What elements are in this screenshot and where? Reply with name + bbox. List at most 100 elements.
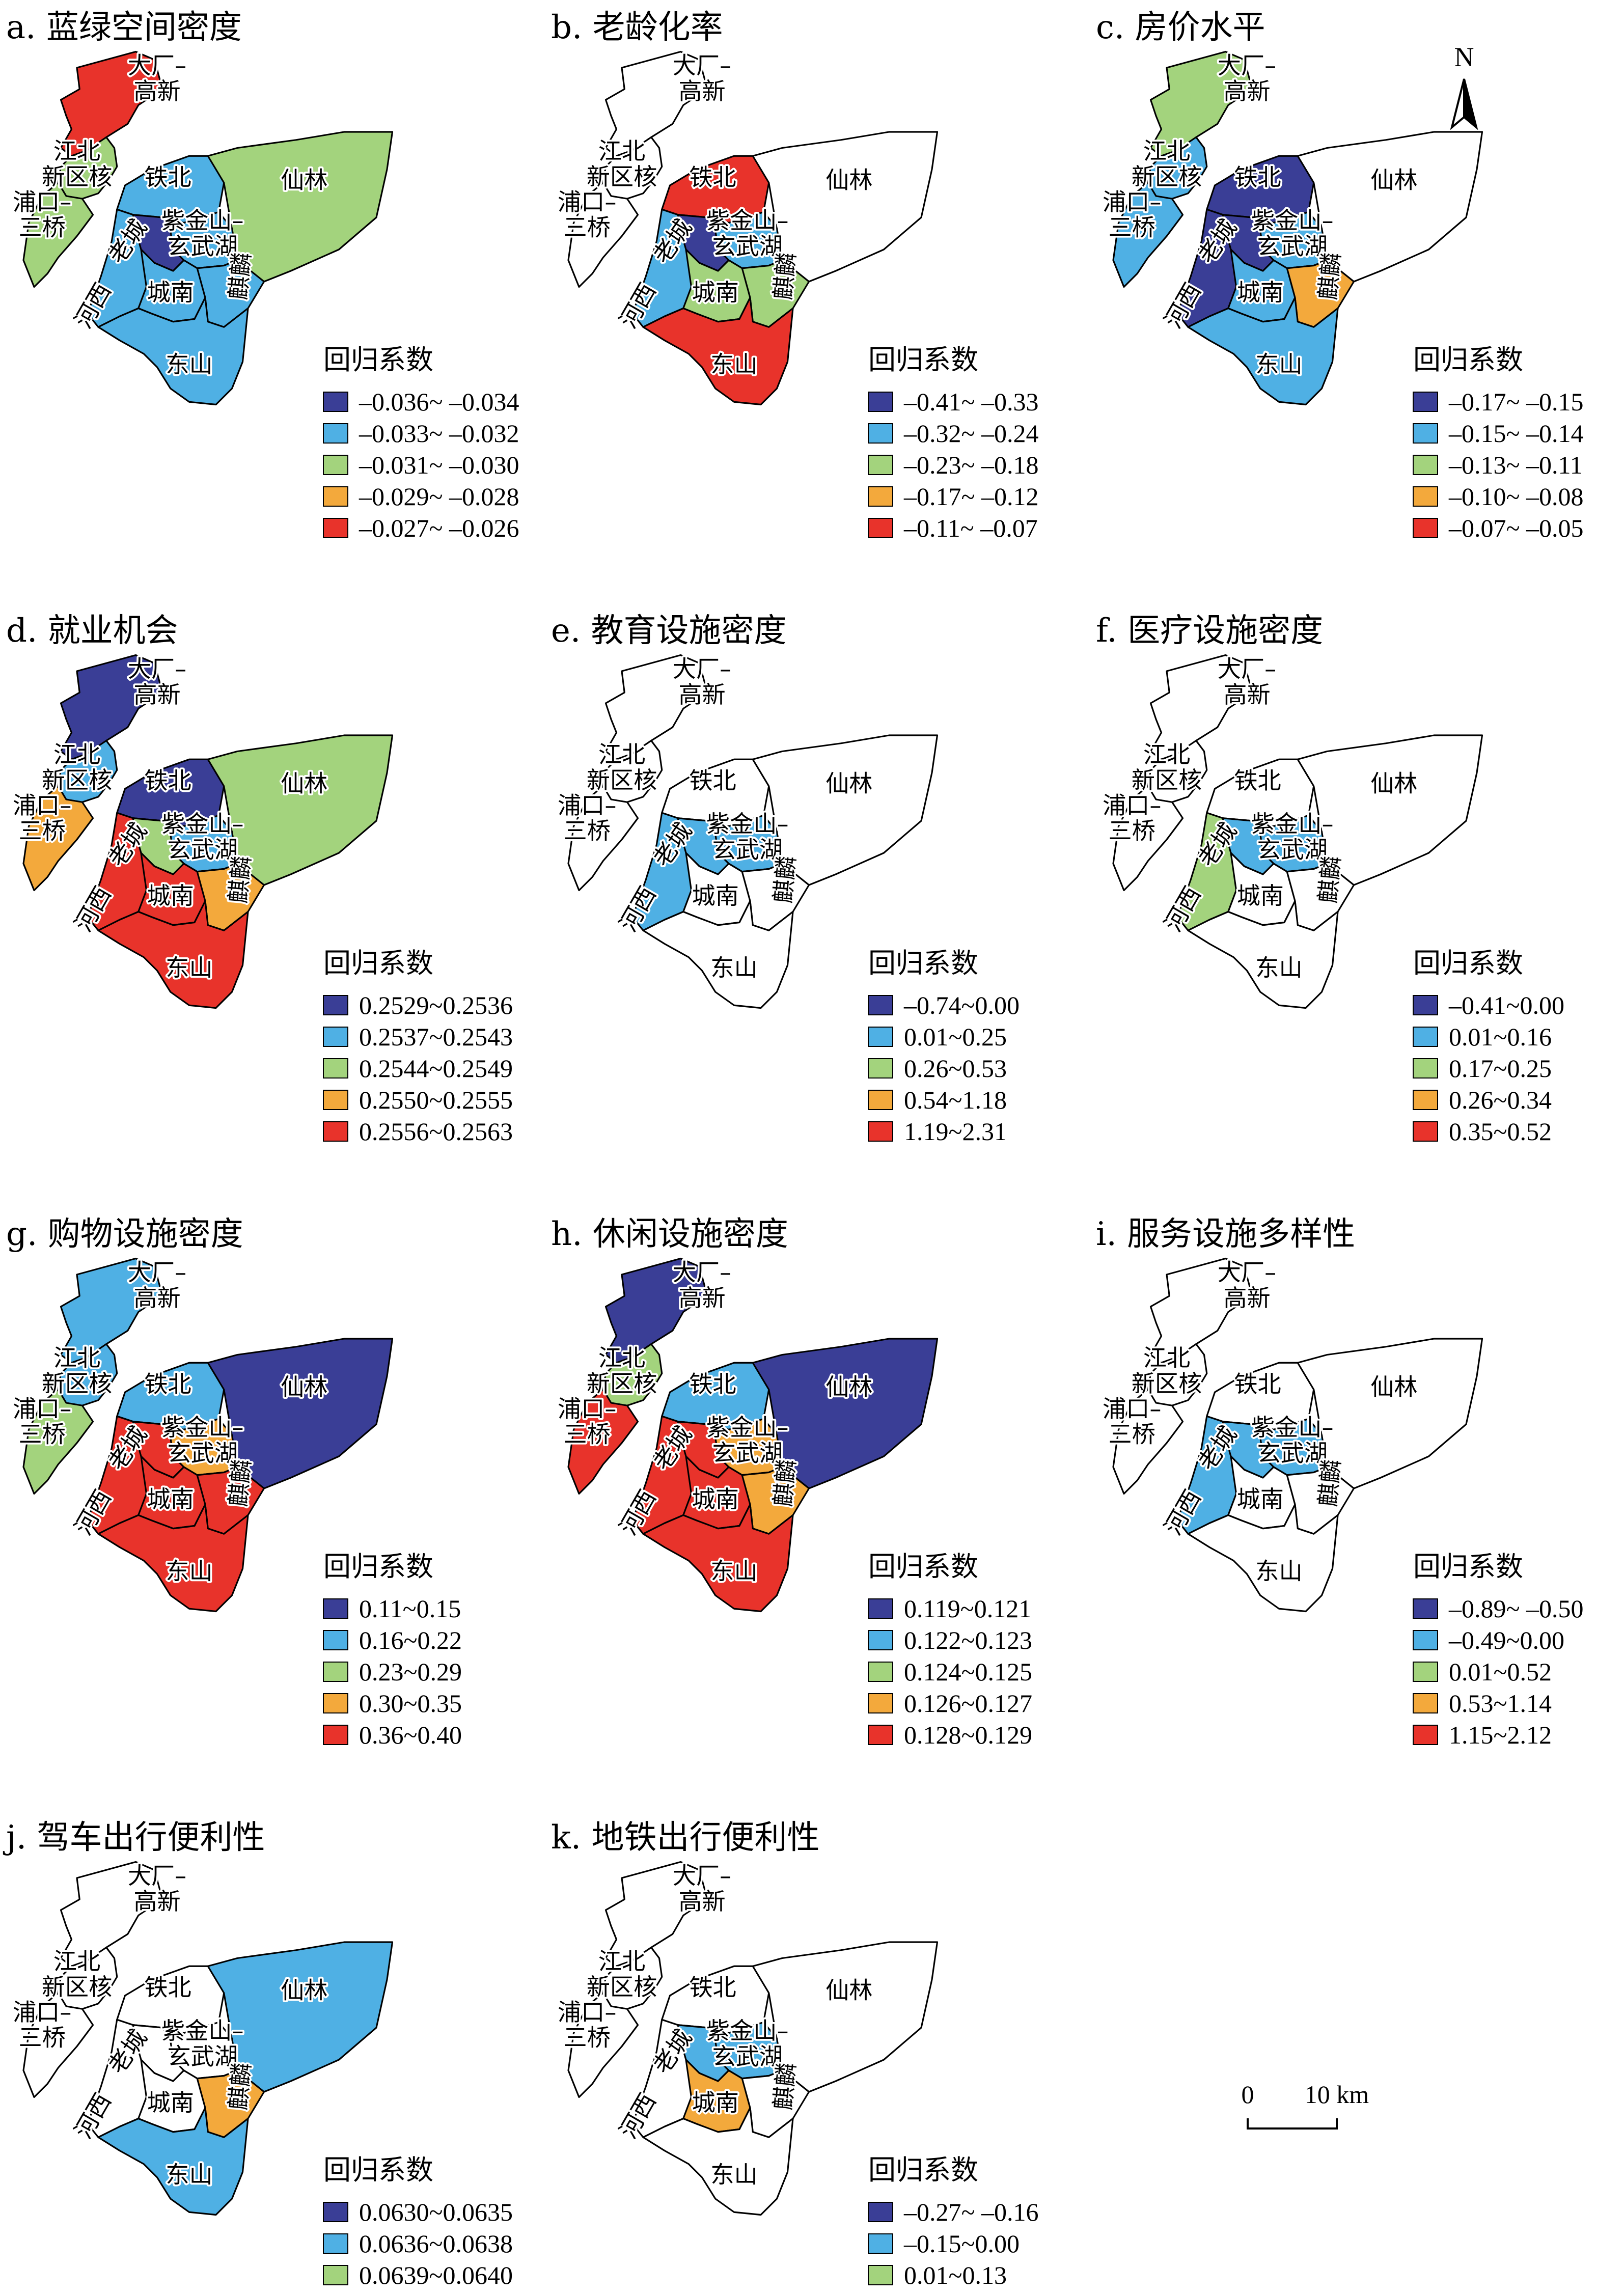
- legend-swatch: [323, 1693, 348, 1713]
- district-label-dachang-gaoxin: 大厂–高新: [128, 1259, 186, 1312]
- legend-swatch: [1413, 1693, 1438, 1713]
- legend-title: 回归系数: [1413, 947, 1523, 979]
- district-label-chengnan: 城南: [692, 279, 739, 306]
- scale-bar: 0 10 km: [1242, 2080, 1369, 2130]
- district-jiangbei-core: [602, 136, 663, 200]
- district-label-tiebei: 铁北: [689, 1370, 736, 1398]
- district-pukou-sanqiao: [22, 1389, 94, 1495]
- legend-swatch: [1413, 1027, 1438, 1047]
- legend-class-label: –0.49~0.00: [1448, 1626, 1564, 1654]
- district-dongshan: [642, 2107, 794, 2216]
- legend-class-label: –0.15~0.00: [903, 2229, 1020, 2258]
- legend-swatch: [323, 423, 348, 444]
- district-label-qilin: 麒麟: [1314, 855, 1345, 904]
- legend: 回归系数 0.0630~0.0635 0.0636~0.0638 0.0639~0.0…: [323, 2154, 513, 2295]
- district-label-dongshan: 东山: [710, 1558, 757, 1585]
- district-label-pukou-sanqiao: 浦口–三桥: [13, 1998, 71, 2051]
- map-panel: c. 房价水平大厂–高新江北新区核浦口–三桥铁北 仙林紫金山–玄武湖老城河西 城南麒…: [1096, 9, 1584, 542]
- legend-class-label: 0.2529~0.2536: [359, 991, 513, 1019]
- panel-title: d. 就业机会: [6, 612, 178, 650]
- legend: 回归系数 0.2529~0.2536 0.2537~0.2543 0.2544~0.2…: [323, 947, 513, 1146]
- district-label-jiangbei-core: 江北新区核: [1132, 1344, 1202, 1397]
- legend-title: 回归系数: [323, 344, 433, 376]
- district-label-xianlin: 仙林: [281, 166, 327, 193]
- legend-swatch: [868, 1090, 893, 1110]
- district-label-dongshan: 东山: [166, 954, 212, 982]
- legend-title: 回归系数: [868, 1551, 978, 1583]
- legend-swatch: [868, 1027, 893, 1047]
- district-label-jiangbei-core: 江北新区核: [42, 137, 113, 190]
- legend-swatch: [868, 423, 893, 444]
- north-label: N: [1454, 42, 1474, 72]
- district-label-jiangbei-core: 江北新区核: [587, 1344, 657, 1397]
- district-label-qilin: 麒麟: [769, 2062, 801, 2111]
- district-label-dachang-gaoxin: 大厂–高新: [128, 52, 186, 105]
- legend-class-label: 0.0630~0.0635: [359, 2198, 513, 2226]
- district-dongshan: [642, 900, 794, 1009]
- legend-swatch: [323, 518, 348, 538]
- legend-swatch: [868, 995, 893, 1015]
- district-label-tiebei: 铁北: [144, 1370, 191, 1398]
- legend-class-label: –0.41~0.00: [1448, 991, 1564, 1019]
- district-label-qilin: 麒麟: [769, 1458, 801, 1508]
- legend: 回归系数 –0.27~ –0.16 –0.15~0.00 0.01~0.13 0.14~…: [868, 2154, 1039, 2295]
- district-pukou-sanqiao: [1112, 785, 1184, 892]
- district-label-tiebei: 铁北: [1234, 767, 1281, 794]
- legend-class-label: 1.19~2.31: [904, 1117, 1007, 1146]
- district-label-xianlin: 仙林: [825, 1976, 872, 2004]
- legend: 回归系数 –0.89~ –0.50 –0.49~0.00 0.01~0.52 0.53~…: [1413, 1551, 1584, 1749]
- legend-class-label: –0.32~ –0.24: [903, 419, 1039, 448]
- district-label-xianlin: 仙林: [281, 1373, 327, 1400]
- legend-swatch: [323, 1598, 348, 1619]
- district-label-pukou-sanqiao: 浦口–三桥: [558, 188, 616, 241]
- legend-class-label: 0.26~0.53: [904, 1054, 1007, 1083]
- district-label-xianlin: 仙林: [281, 1976, 327, 2004]
- legend-class-label: –0.15~ –0.14: [1448, 419, 1584, 448]
- district-label-chengnan: 城南: [147, 279, 194, 306]
- district-label-tiebei: 铁北: [1234, 1370, 1281, 1398]
- district-label-chengnan: 城南: [692, 2089, 739, 2116]
- district-jiangbei-core: [602, 739, 663, 803]
- legend-class-label: –0.031~ –0.030: [359, 451, 519, 479]
- legend-class-label: –0.033~ –0.032: [359, 419, 519, 448]
- legend-class-label: 0.35~0.52: [1449, 1117, 1552, 1146]
- legend-class-label: 0.0636~0.0638: [359, 2229, 513, 2258]
- legend-class-label: –0.036~ –0.034: [359, 388, 519, 416]
- scale-label: 10 km: [1305, 2080, 1369, 2109]
- district-label-chengnan: 城南: [692, 1485, 739, 1513]
- legend-title: 回归系数: [323, 2154, 433, 2186]
- district-label-dachang-gaoxin: 大厂–高新: [1218, 52, 1276, 105]
- map-panel: h. 休闲设施密度大厂–高新江北新区核浦口–三桥铁北 仙林紫金山–玄武湖老城河西城…: [551, 1215, 1032, 1749]
- district-jiangbei-core: [1147, 136, 1208, 200]
- legend-swatch: [868, 392, 893, 412]
- district-label-chengnan: 城南: [147, 1485, 194, 1513]
- district-jiangbei-core: [1147, 1343, 1208, 1406]
- legend-title: 回归系数: [1413, 1551, 1523, 1583]
- district-label-zijinshan-xuanwuhu: 紫金山–玄武湖: [1251, 1414, 1334, 1467]
- legend-title: 回归系数: [1413, 344, 1523, 376]
- district-label-dachang-gaoxin: 大厂–高新: [673, 1259, 731, 1312]
- panel-title: j. 驾车出行便利性: [3, 1819, 265, 1857]
- district-label-tiebei: 铁北: [689, 163, 736, 191]
- district-label-qilin: 麒麟: [1314, 252, 1345, 301]
- legend-class-label: 0.36~0.40: [359, 1721, 462, 1749]
- district-dongshan: [97, 1503, 249, 1613]
- legend-swatch: [1413, 1725, 1438, 1745]
- legend-swatch: [323, 1027, 348, 1047]
- district-label-xianlin: 仙林: [825, 769, 872, 797]
- legend-swatch: [1413, 995, 1438, 1015]
- legend-swatch: [1413, 423, 1438, 444]
- legend-class-label: –0.74~0.00: [903, 991, 1020, 1019]
- legend-swatch: [868, 1662, 893, 1682]
- legend-class-label: 0.17~0.25: [1449, 1054, 1552, 1083]
- district-label-xianlin: 仙林: [1370, 166, 1417, 193]
- legend-class-label: 0.30~0.35: [359, 1689, 462, 1718]
- scale-zero: 0: [1242, 2080, 1254, 2109]
- legend-swatch: [323, 1090, 348, 1110]
- district-label-jiangbei-core: 江北新区核: [1132, 741, 1202, 794]
- district-label-tiebei: 铁北: [689, 1974, 736, 2001]
